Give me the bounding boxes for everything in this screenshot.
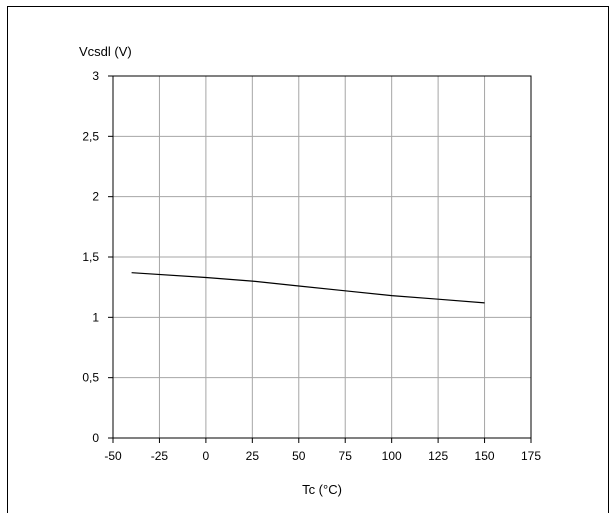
axis-ticks: -50 -25 0 25 50 75 100 125 150 175 0 0,5 1 1,5 2 2,5 3 bbox=[82, 69, 541, 463]
x-tick-label: -25 bbox=[151, 449, 169, 463]
x-tick-label: -50 bbox=[104, 449, 122, 463]
x-axis-label: Tc (°C) bbox=[302, 482, 342, 497]
y-tick-label: 0 bbox=[92, 431, 99, 445]
y-tick-label: 1,5 bbox=[82, 250, 99, 264]
series-line bbox=[131, 272, 485, 304]
x-tick-label: 75 bbox=[339, 449, 353, 463]
series-layer bbox=[131, 272, 485, 304]
x-tick-label: 0 bbox=[203, 449, 210, 463]
y-tick-label: 3 bbox=[92, 69, 99, 83]
x-tick-label: 175 bbox=[521, 449, 541, 463]
y-axis-label: Vcsdl (V) bbox=[79, 44, 132, 59]
y-tick-label: 1 bbox=[92, 310, 99, 324]
x-tick-label: 100 bbox=[382, 449, 402, 463]
y-tick-label: 0,5 bbox=[82, 371, 99, 385]
y-tick-label: 2,5 bbox=[82, 129, 99, 143]
x-tick-label: 25 bbox=[246, 449, 260, 463]
x-tick-label: 125 bbox=[428, 449, 448, 463]
figure-frame bbox=[7, 6, 609, 518]
y-tick-label: 2 bbox=[92, 190, 99, 204]
x-tick-label: 150 bbox=[475, 449, 495, 463]
x-tick-label: 50 bbox=[292, 449, 306, 463]
